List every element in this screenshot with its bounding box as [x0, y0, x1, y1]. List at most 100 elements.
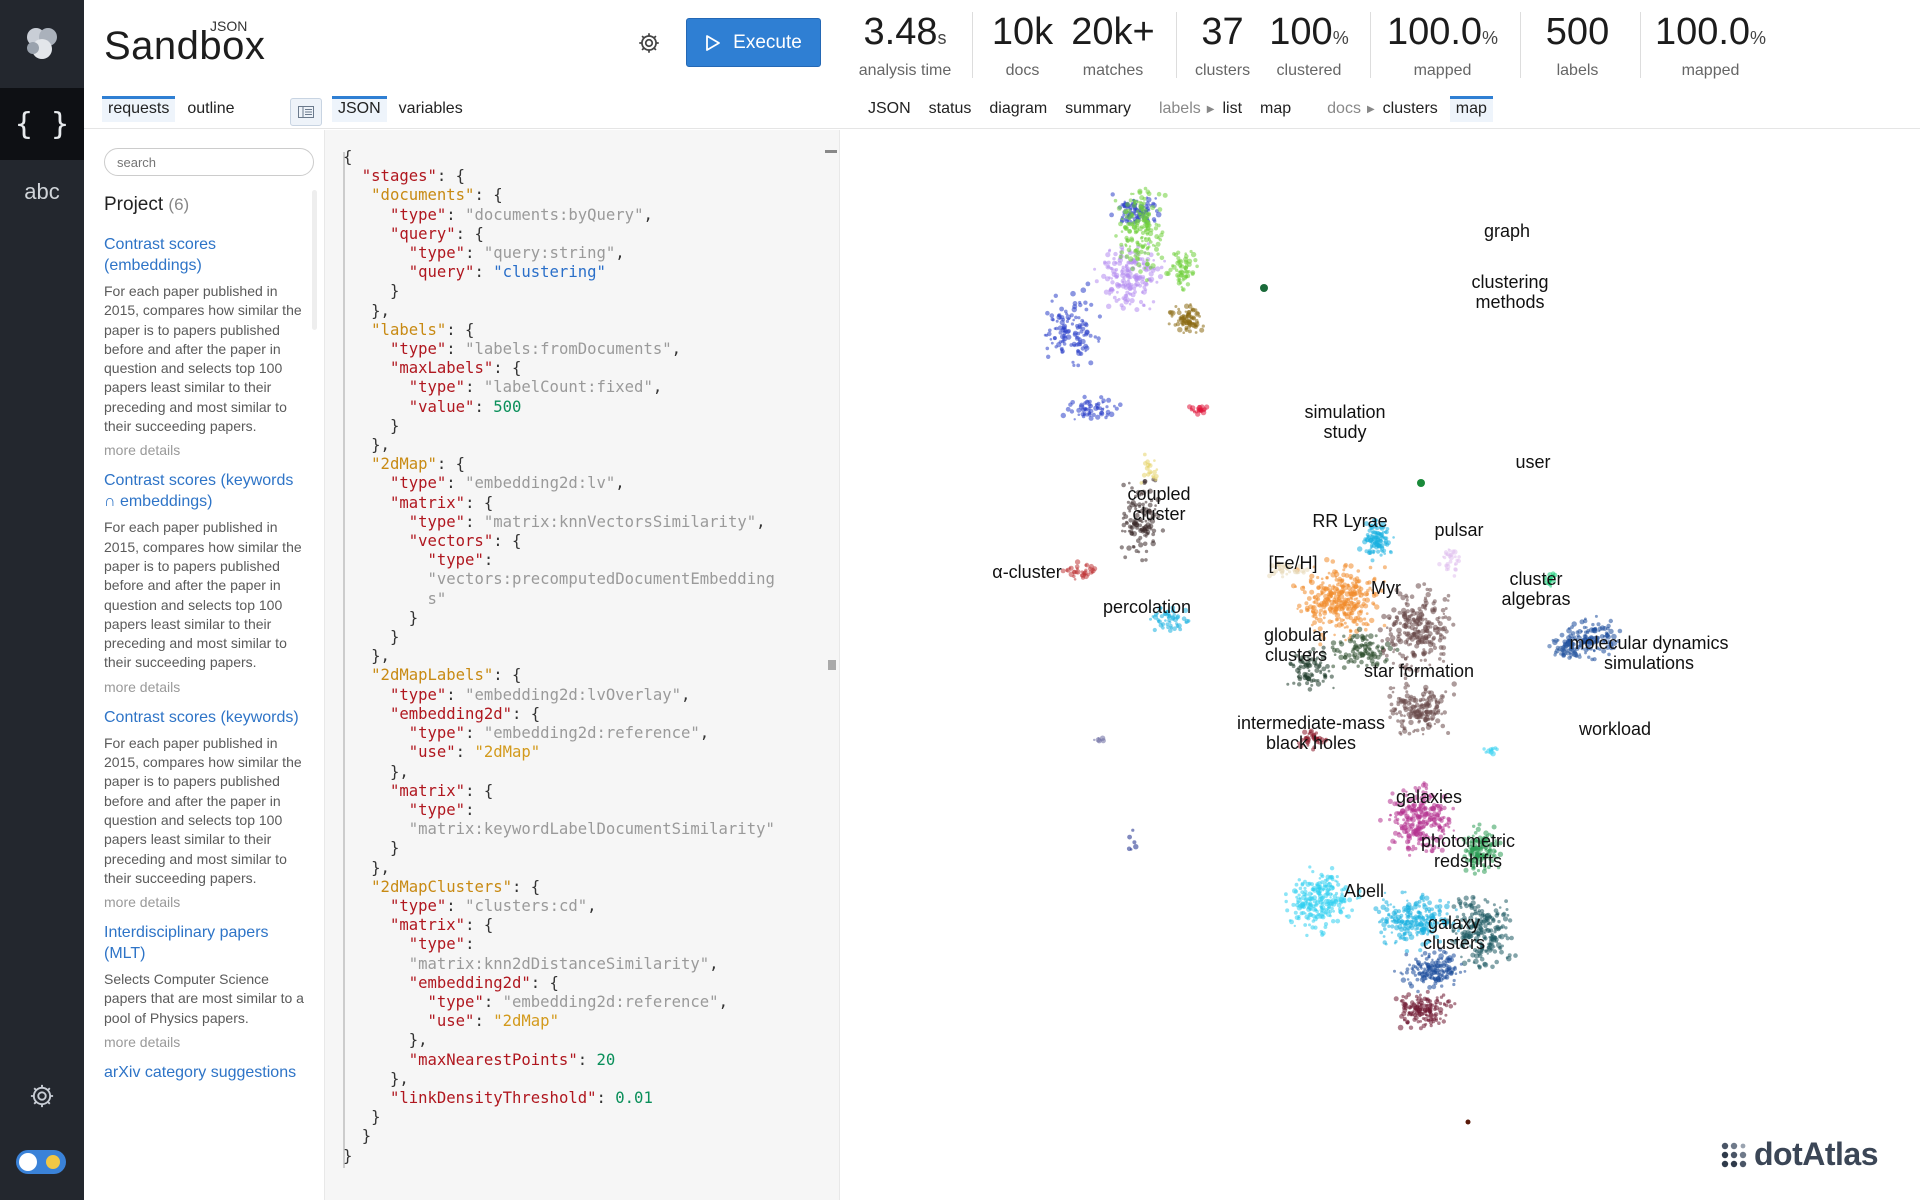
map-label[interactable]: simulation study	[1304, 402, 1385, 442]
toggle-panel-icon[interactable]	[290, 98, 322, 126]
json-editor[interactable]: { "stages": { "documents": { "type": "do…	[324, 130, 840, 1200]
cluster-point-cloud	[1547, 638, 1583, 660]
sidebar-scrollbar[interactable]	[312, 190, 317, 330]
tab-json[interactable]: JSON	[332, 96, 387, 122]
cluster-point-cloud	[1393, 947, 1467, 994]
json-sandbox-icon[interactable]: { }	[0, 88, 84, 160]
cluster-point-cloud	[1119, 477, 1166, 563]
more-details-link[interactable]: more details	[104, 442, 181, 459]
cluster-point-cloud	[1297, 728, 1329, 752]
request-description: For each paper published in 2015, compar…	[104, 283, 302, 435]
cluster-point-cloud	[1373, 890, 1460, 954]
brand-superscript: JSON	[210, 18, 248, 34]
map-label[interactable]: star formation	[1364, 661, 1474, 681]
cluster-point-cloud	[1542, 571, 1558, 588]
map-label[interactable]: intermediate-mass black holes	[1237, 713, 1385, 753]
list-item: Contrast scores (keywords ∩ embeddings) …	[104, 470, 309, 696]
document-map[interactable]: graph clustering methods simulation study use…	[841, 130, 1920, 1200]
tab-docs-map[interactable]: map	[1449, 96, 1494, 122]
dotatlas-logo: dotAtlas	[1720, 1136, 1879, 1173]
cluster-point-cloud	[1284, 865, 1362, 938]
cluster-point-cloud	[1357, 517, 1395, 563]
stat-matches: 20k+ matches	[1071, 11, 1155, 79]
map-label[interactable]: clustering methods	[1471, 272, 1548, 312]
cluster-point-cloud	[1060, 394, 1123, 421]
map-label[interactable]: workload	[1578, 719, 1651, 739]
map-label[interactable]: Abell	[1344, 881, 1384, 901]
request-description: For each paper published in 2015, compar…	[104, 734, 302, 886]
request-title-link[interactable]: arXiv category suggestions	[104, 1064, 297, 1082]
map-label[interactable]: molecular dynamics simulations	[1569, 633, 1728, 673]
more-details-link[interactable]: more details	[104, 678, 181, 695]
tab-outline[interactable]: outline	[187, 100, 235, 117]
map-label[interactable]: globular clusters	[1264, 625, 1328, 665]
stat-divider	[1520, 12, 1521, 78]
map-label[interactable]: pulsar	[1434, 520, 1483, 540]
editor-scrollbar-thumb[interactable]	[828, 660, 836, 670]
stat-analysis-time: 3.48s analysis time	[858, 11, 952, 79]
map-label[interactable]: Myr	[1371, 578, 1401, 598]
more-details-link[interactable]: more details	[104, 1034, 181, 1051]
cluster-point-cloud	[1267, 561, 1310, 579]
header-divider	[84, 128, 1920, 129]
stat-labels-mapped: 100.0% mapped	[1654, 11, 1767, 79]
map-label[interactable]: RR Lyrae	[1312, 511, 1387, 531]
cluster-point-cloud	[1330, 626, 1400, 670]
request-title-link[interactable]: Contrast scores (keywords)	[104, 708, 299, 726]
map-label[interactable]: photometric redshifts	[1421, 831, 1515, 871]
stat-labels: 500 labels	[1545, 11, 1610, 79]
tab-result-json[interactable]: JSON	[868, 100, 911, 117]
editor-tabs: JSON variables	[332, 96, 475, 130]
stat-divider	[1640, 12, 1641, 78]
tab-diagram[interactable]: diagram	[989, 100, 1048, 117]
request-title-link[interactable]: Contrast scores (keywords ∩ embeddings)	[104, 472, 294, 511]
project-count: (6)	[168, 195, 190, 214]
map-label[interactable]: coupled cluster	[1127, 484, 1190, 524]
map-label[interactable]: cluster algebras	[1501, 569, 1570, 609]
map-label[interactable]: graph	[1484, 221, 1530, 241]
tab-summary[interactable]: summary	[1065, 100, 1131, 117]
cluster-point-cloud	[1378, 781, 1458, 857]
map-label[interactable]: [Fe/H]	[1268, 553, 1317, 573]
editor-fold-gutter	[343, 152, 345, 1168]
tab-labels-list[interactable]: list	[1222, 100, 1243, 117]
map-point	[1465, 1119, 1471, 1125]
cluster-point-cloud	[1060, 559, 1098, 581]
tab-requests[interactable]: requests	[102, 96, 176, 122]
request-title-link[interactable]: Contrast scores (embeddings)	[104, 236, 217, 274]
tab-docs-clusters[interactable]: clusters	[1382, 100, 1438, 117]
map-label[interactable]: galaxies	[1396, 787, 1462, 807]
cluster-point-cloud	[1149, 605, 1191, 633]
project-list: Contrast scores (embeddings) For each pa…	[104, 234, 309, 1093]
request-description: For each paper published in 2015, compar…	[104, 519, 302, 671]
map-label[interactable]: α-cluster	[992, 562, 1061, 582]
request-description: Selects Computer Science papers that are…	[104, 971, 304, 1026]
left-rail: { } abc	[0, 0, 84, 1200]
cluster-point-cloud	[1461, 822, 1504, 876]
search-input[interactable]	[104, 148, 314, 176]
editor-scroll-marker[interactable]	[825, 150, 837, 153]
map-label[interactable]: galaxy clusters	[1423, 913, 1485, 953]
request-settings-gear-icon[interactable]	[636, 30, 662, 56]
app-logo-icon[interactable]	[0, 8, 84, 80]
list-item: Contrast scores (embeddings) For each pa…	[104, 234, 309, 460]
map-canvas[interactable]: graph clustering methods simulation study use…	[841, 130, 1920, 1200]
execute-button[interactable]: Execute	[686, 18, 821, 67]
more-details-link[interactable]: more details	[104, 894, 181, 911]
cluster-point-cloud	[1113, 186, 1168, 283]
map-label[interactable]: user	[1515, 452, 1550, 472]
request-title-link[interactable]: Interdisciplinary papers (MLT)	[104, 924, 269, 963]
theme-toggle[interactable]	[16, 1150, 66, 1174]
stat-mapped: 100.0% mapped	[1386, 11, 1499, 79]
cluster-point-cloud	[1286, 645, 1335, 692]
cluster-point-cloud	[1126, 828, 1139, 852]
tab-variables[interactable]: variables	[398, 100, 463, 117]
settings-gear-icon[interactable]	[0, 1064, 84, 1128]
tab-status[interactable]: status	[928, 100, 972, 117]
map-label[interactable]: percolation	[1103, 597, 1191, 617]
json-code[interactable]: { "stages": { "documents": { "type": "do…	[343, 148, 775, 1165]
text-tool-icon[interactable]: abc	[0, 156, 84, 228]
tab-labels-map[interactable]: map	[1260, 100, 1292, 117]
cluster-point-cloud	[1167, 303, 1205, 334]
arrow-right-icon: ▶	[1206, 104, 1215, 115]
